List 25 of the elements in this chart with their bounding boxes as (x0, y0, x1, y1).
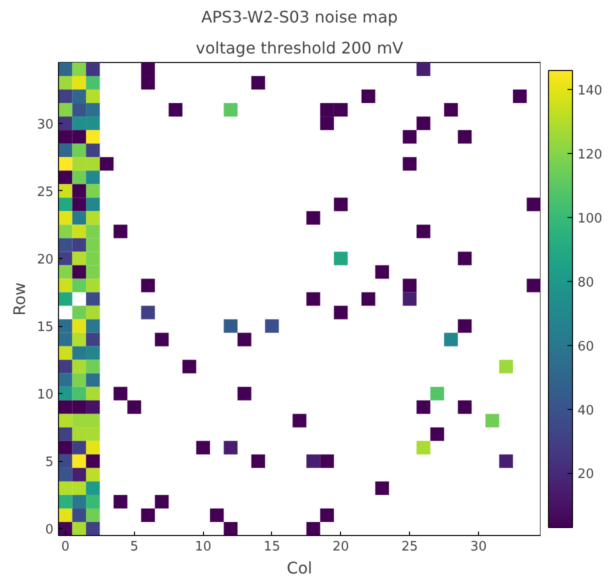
y-tick-label: 10 (36, 388, 54, 403)
chart-subtitle: voltage threshold 200 mV (196, 38, 404, 58)
y-tick-label: 25 (36, 184, 54, 200)
x-axis-title: Col (286, 558, 312, 578)
chart-title: APS3-W2-S03 noise map (201, 8, 398, 26)
color-bar-label: 80 (578, 275, 594, 290)
x-tick-label: 0 (61, 540, 70, 554)
y-axis-title: Row (10, 282, 29, 316)
x-tick-label: 15 (264, 540, 280, 554)
x-tick-label: 30 (470, 540, 487, 554)
y-tick-label: 30 (36, 117, 54, 132)
y-tick-label: 5 (45, 455, 54, 470)
color-bar-label: 40 (578, 403, 594, 418)
x-tick-label: 25 (401, 540, 418, 554)
x-tick-label: 5 (130, 540, 138, 554)
color-bar-label: 140 (578, 84, 602, 99)
color-bar-label: 60 (578, 339, 594, 354)
y-tick-label: 15 (36, 320, 54, 336)
x-tick-label: 10 (194, 540, 212, 554)
color-bar-label: 100 (578, 212, 602, 227)
color-bar-label: 120 (578, 148, 602, 163)
y-tick-label: 20 (36, 252, 54, 268)
x-tick-label: 20 (332, 540, 350, 554)
y-tick-label: 0 (45, 522, 54, 538)
color-bar-label: 20 (578, 467, 594, 482)
